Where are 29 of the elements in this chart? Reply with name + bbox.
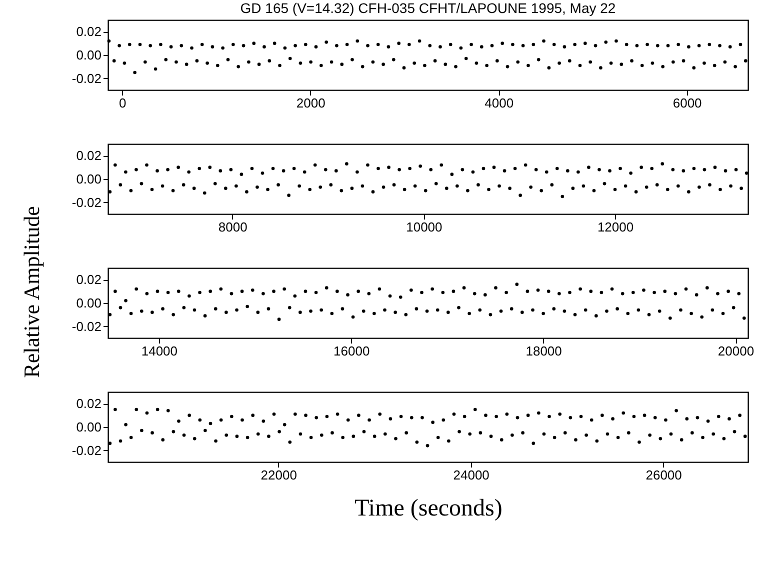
x-tick-label: 18000 xyxy=(526,344,562,358)
y-tick-label: 0.02 xyxy=(76,24,102,40)
x-tick-label: 4000 xyxy=(484,96,514,110)
x-tick-label: 8000 xyxy=(218,220,248,234)
x-axis-title: Time (seconds) xyxy=(354,496,502,522)
x-tick-label: 14000 xyxy=(141,344,178,358)
x-tick-label: 20000 xyxy=(718,344,754,358)
y-tick-label: -0.02 xyxy=(72,194,102,210)
y-tick-label: 0.00 xyxy=(76,296,102,310)
x-tick-label: 26000 xyxy=(646,468,682,482)
x-tick-label: 12000 xyxy=(597,220,634,234)
y-tick-label: 0.00 xyxy=(76,420,102,434)
x-tick-label: 0 xyxy=(119,96,126,110)
y-axis-title: Relative Amplitude xyxy=(19,206,45,378)
y-tick-label: -0.02 xyxy=(72,318,102,334)
y-tick-label: -0.02 xyxy=(72,442,102,458)
y-tick-label: 0.00 xyxy=(76,172,102,186)
y-tick-label: 0.00 xyxy=(76,48,102,62)
x-tick-label: 10000 xyxy=(406,220,442,234)
chart-title: GD 165 (V=14.32) CFH-035 CFHT/LAPOUNE 1995, May 22 xyxy=(240,0,616,16)
x-tick-label: 24000 xyxy=(453,468,490,482)
x-tick-label: 22000 xyxy=(260,468,297,482)
y-tick-label: -0.02 xyxy=(72,70,102,86)
x-tick-label: 6000 xyxy=(672,96,702,110)
y-tick-label: 0.02 xyxy=(76,148,102,164)
x-tick-label: 16000 xyxy=(334,344,370,358)
x-tick-label: 2000 xyxy=(296,96,326,110)
y-tick-label: 0.02 xyxy=(76,396,102,412)
y-tick-label: 0.02 xyxy=(76,272,102,288)
